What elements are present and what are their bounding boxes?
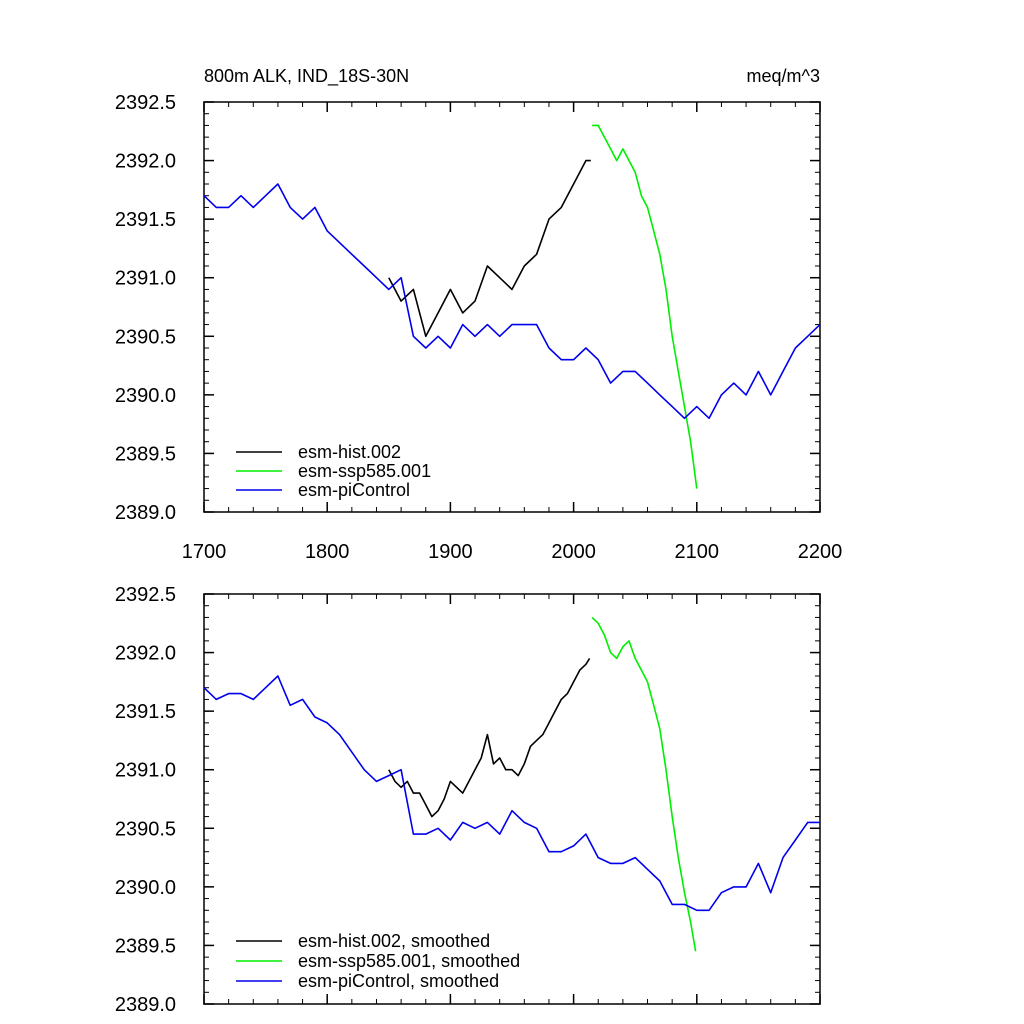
y-tick-label: 2391.0 — [115, 760, 176, 782]
legend-label: esm-ssp585.001, smoothed — [298, 951, 520, 971]
y-tick-label: 2390.5 — [115, 326, 176, 348]
y-tick-label: 2390.5 — [115, 818, 176, 840]
legend-label: esm-piControl, smoothed — [298, 971, 499, 991]
plot-frame — [203, 593, 821, 1005]
bottom-panel: 2389.0 2389.5 2390.0 2390.5 2391.0 2391.5 2392… — [115, 584, 821, 1016]
y-tick-label: 2390.0 — [115, 385, 176, 407]
y-tick-label: 2389.0 — [115, 502, 176, 524]
y-tick-label: 2391.5 — [115, 701, 176, 723]
x-tick-label: 2200 — [798, 541, 843, 563]
y-tick-label: 2390.0 — [115, 877, 176, 899]
series-line-0 — [388, 159, 591, 338]
legend-label: esm-hist.002, smoothed — [298, 931, 490, 951]
series-line-0 — [388, 657, 591, 818]
y-tick-label: 2389.0 — [115, 994, 176, 1016]
y-tick-label: 2392.5 — [115, 92, 176, 114]
y-tick-label: 2392.0 — [115, 151, 176, 173]
x-tick-label: 1800 — [305, 541, 350, 563]
legend-label: esm-ssp585.001 — [298, 461, 431, 481]
y-tick-label: 2389.5 — [115, 935, 176, 957]
series-line-2 — [203, 675, 820, 912]
legend-label: esm-piControl — [298, 480, 410, 500]
panel-title: 800m ALK, IND_18S-30N — [204, 66, 409, 87]
x-tick-label: 2100 — [675, 541, 720, 563]
y-tick-label: 2391.0 — [115, 268, 176, 290]
y-tick-label: 2389.5 — [115, 443, 176, 465]
plot-frame — [203, 101, 821, 513]
series-line-2 — [203, 183, 821, 420]
legend-label: esm-hist.002 — [298, 442, 401, 462]
y-tick-label: 2392.5 — [115, 584, 176, 606]
y-tick-label: 2391.5 — [115, 209, 176, 231]
x-tick-label: 1700 — [182, 541, 227, 563]
units-label: meq/m^3 — [747, 66, 820, 86]
x-tick-label: 2000 — [551, 541, 596, 563]
series-line-1 — [591, 616, 697, 952]
y-tick-label: 2392.0 — [115, 643, 176, 665]
series-line-1 — [592, 124, 698, 489]
x-tick-label: 1900 — [428, 541, 473, 563]
top-panel: 800m ALK, IND_18S-30N meq/m^3 1700 1800 19… — [115, 66, 842, 563]
